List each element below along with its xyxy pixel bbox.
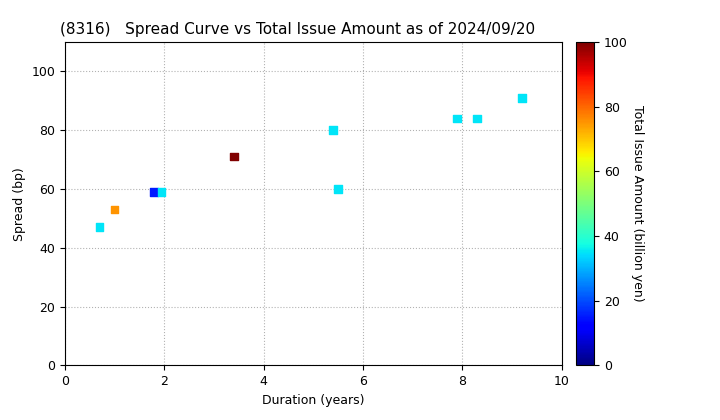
Point — [94, 224, 105, 231]
Point — [516, 94, 528, 101]
Point — [109, 206, 120, 213]
Point — [156, 189, 168, 195]
X-axis label: Duration (years): Duration (years) — [262, 394, 364, 407]
Point — [328, 127, 339, 134]
Y-axis label: Total Issue Amount (billion yen): Total Issue Amount (billion yen) — [631, 105, 644, 302]
Point — [472, 115, 483, 122]
Point — [333, 186, 344, 192]
Point — [228, 153, 240, 160]
Text: (8316)   Spread Curve vs Total Issue Amount as of 2024/09/20: (8316) Spread Curve vs Total Issue Amoun… — [60, 22, 535, 37]
Point — [148, 189, 160, 195]
Y-axis label: Spread (bp): Spread (bp) — [13, 167, 26, 241]
Point — [451, 115, 463, 122]
